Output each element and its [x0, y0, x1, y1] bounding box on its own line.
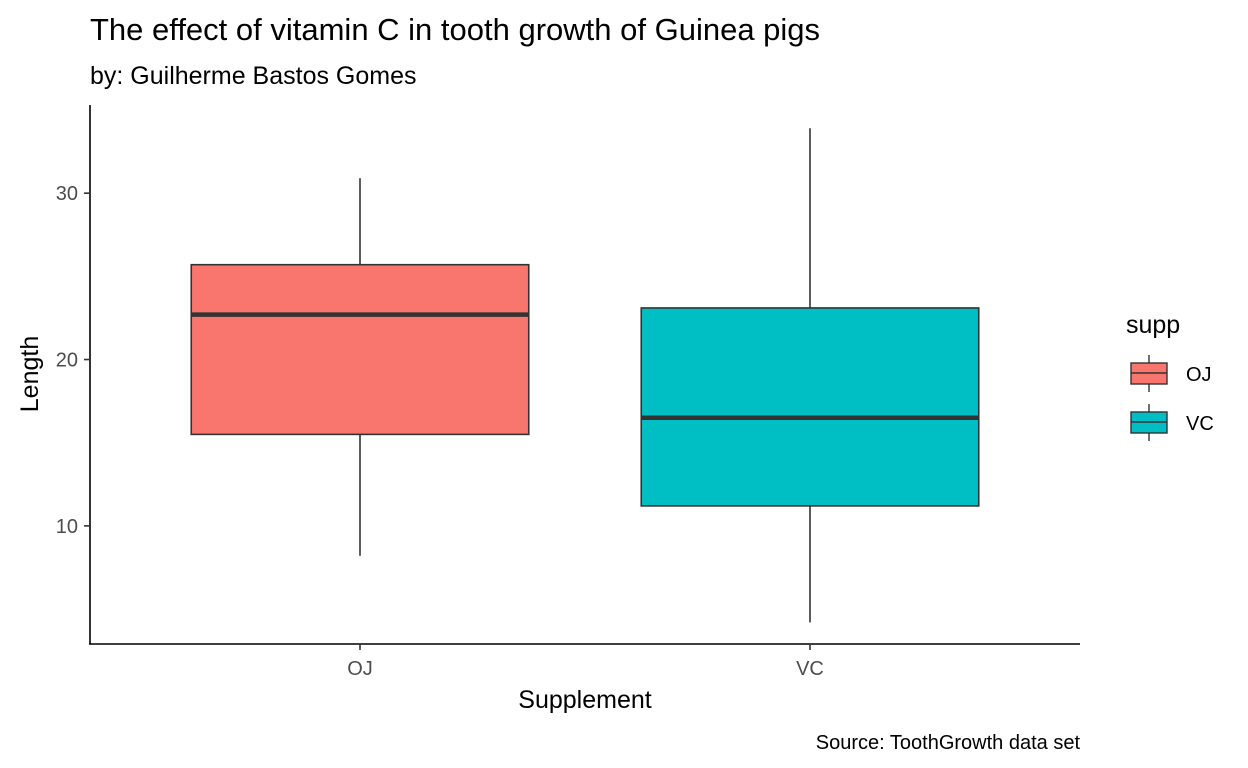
- plot-area: [190, 128, 980, 623]
- box-body: [640, 307, 980, 507]
- chart-caption: Source: ToothGrowth data set: [816, 732, 1081, 754]
- y-tick-label: 10: [56, 516, 78, 538]
- legend-item-oj: OJ: [1130, 355, 1212, 392]
- y-tick-label: 20: [56, 350, 78, 372]
- legend-label: OJ: [1186, 364, 1212, 386]
- y-tick-label: 30: [56, 183, 78, 205]
- box-body: [190, 263, 530, 436]
- x-axis-ticks: OJ VC: [347, 644, 824, 680]
- box-vc: [640, 128, 980, 623]
- legend-title: supp: [1126, 311, 1180, 339]
- legend-label: VC: [1186, 413, 1214, 435]
- y-axis-ticks: 10 20 30: [56, 183, 90, 538]
- legend: OJ VC: [1130, 355, 1214, 441]
- x-axis-title: Supplement: [518, 686, 651, 714]
- y-axis-title: Length: [16, 336, 44, 412]
- chart-subtitle: by: Guilherme Bastos Gomes: [90, 62, 417, 90]
- chart-title: The effect of vitamin C in tooth growth …: [90, 12, 820, 47]
- x-tick-label: OJ: [347, 658, 373, 680]
- legend-item-vc: VC: [1130, 404, 1214, 441]
- box-oj: [190, 178, 530, 556]
- x-tick-label: VC: [796, 658, 824, 680]
